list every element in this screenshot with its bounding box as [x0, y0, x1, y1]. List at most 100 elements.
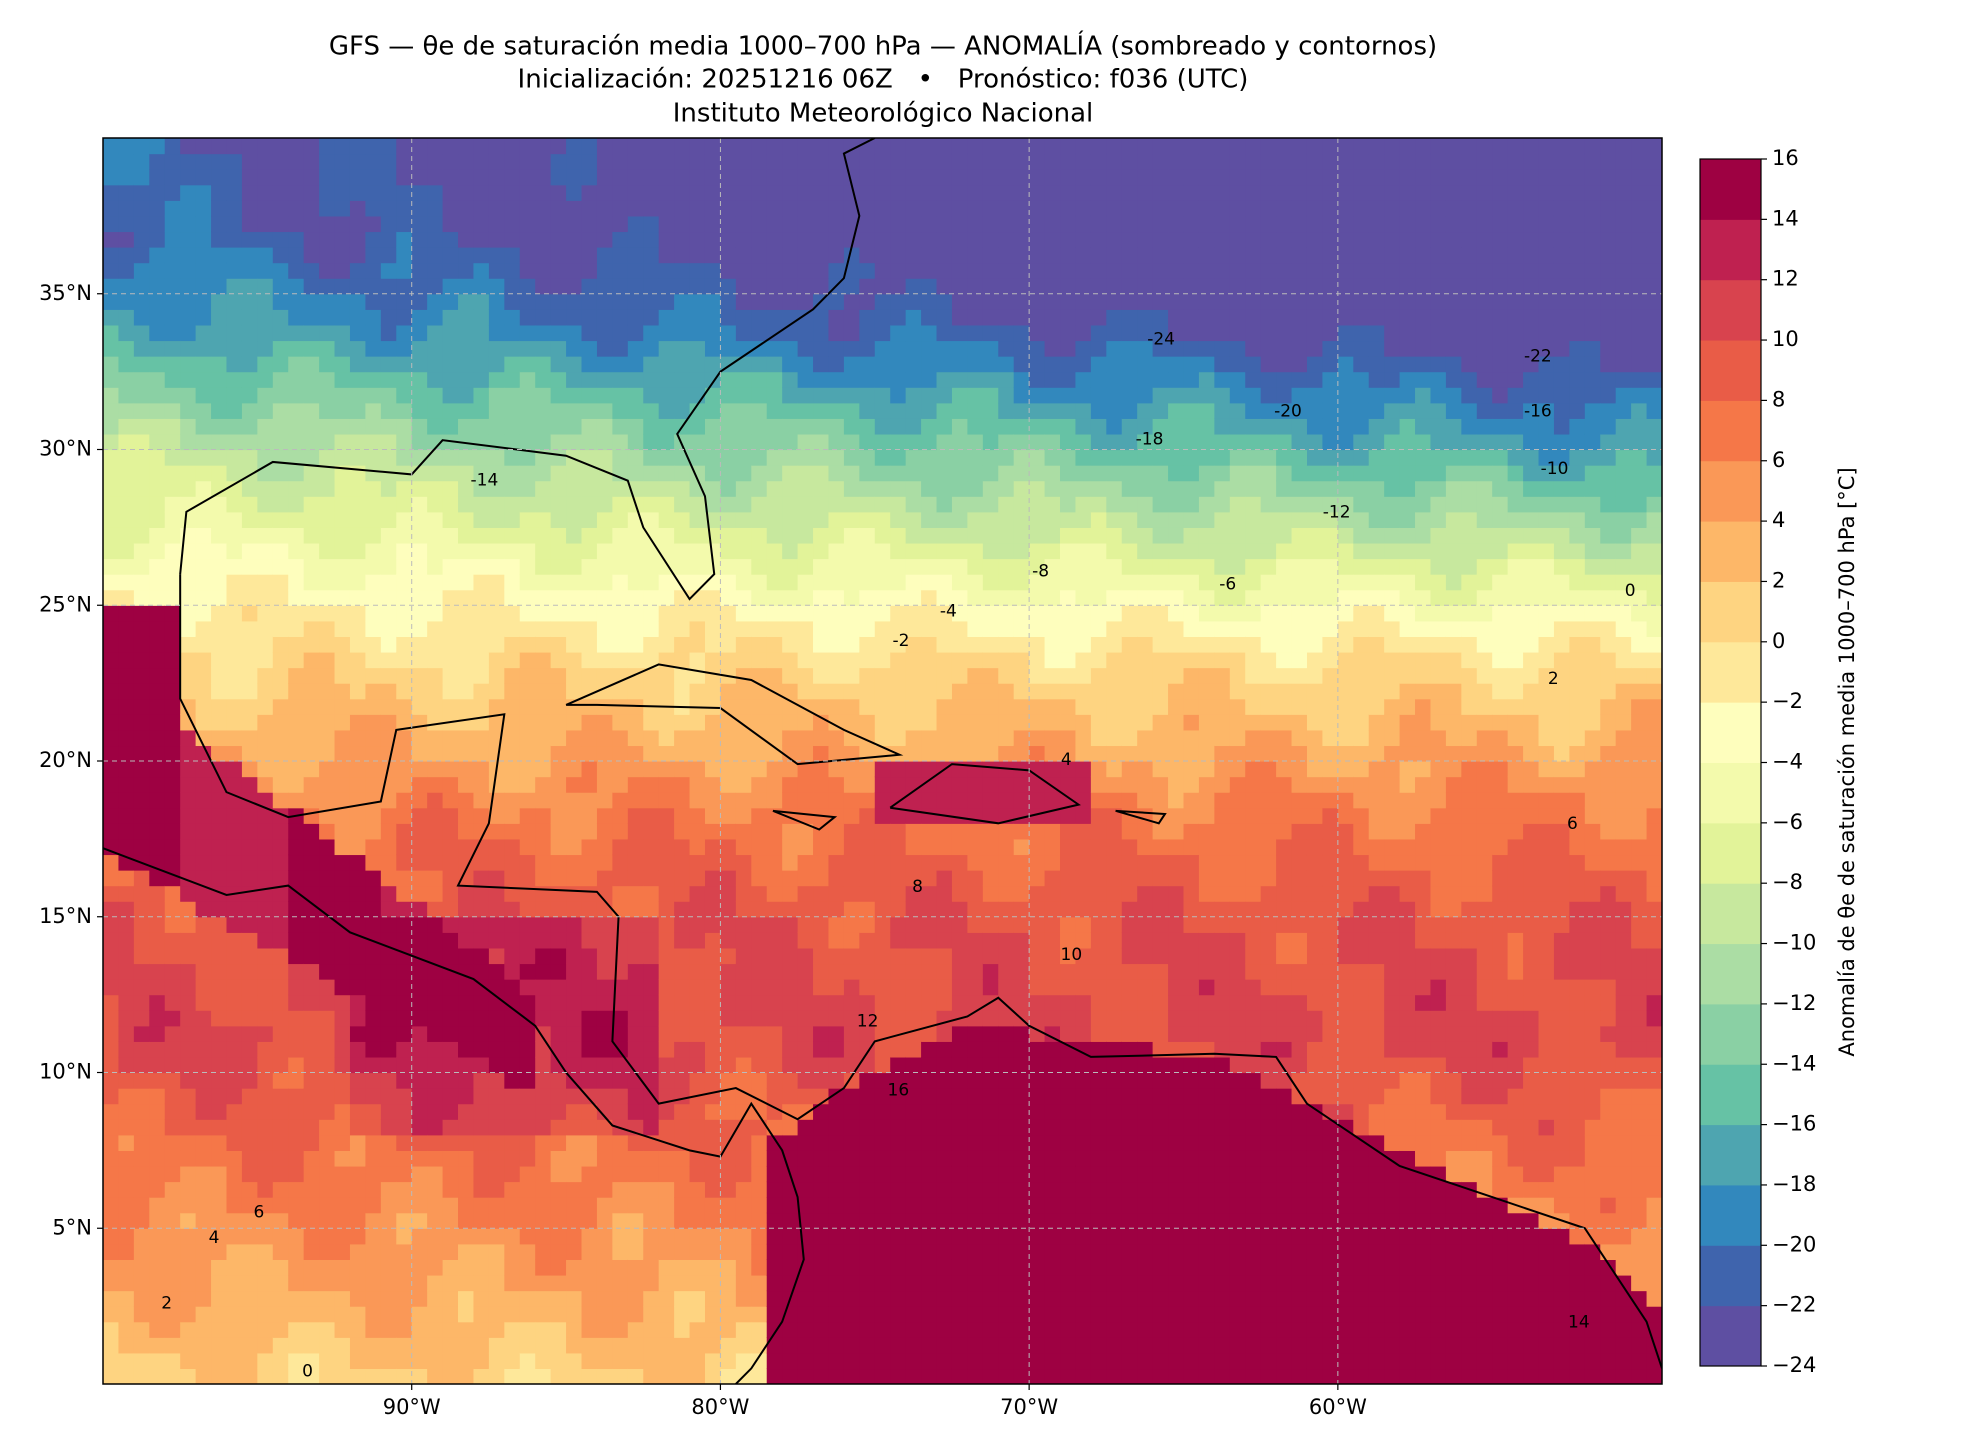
shade-cell [288, 776, 305, 793]
shade-cell [967, 1150, 984, 1167]
shade-cell [921, 1197, 938, 1214]
shade-cell [674, 947, 691, 965]
shade-cell [349, 1290, 367, 1307]
shade-cell [643, 620, 660, 637]
shade-cell [334, 231, 351, 248]
shade-cell [241, 574, 258, 591]
shade-cell [365, 1243, 382, 1260]
shade-cell [396, 1056, 413, 1074]
shade-cell [288, 449, 305, 466]
shade-cell [458, 947, 475, 965]
shade-cell [581, 901, 598, 918]
shade-cell [458, 885, 475, 902]
shade-cell [164, 1243, 181, 1260]
shade-cell [118, 714, 135, 731]
shade-cell [751, 184, 768, 201]
shade-cell [890, 683, 907, 700]
shade-cell [380, 916, 397, 933]
shade-cell [180, 729, 197, 747]
shade-cell [1060, 1243, 1077, 1260]
shade-cell [164, 854, 181, 871]
shade-cell [720, 854, 737, 871]
shade-cell [334, 1088, 351, 1105]
shade-cell [195, 169, 212, 186]
shade-cell [504, 1321, 521, 1338]
shade-cell [411, 1321, 428, 1338]
shade-cell [473, 651, 490, 669]
shade-cell [1013, 1025, 1030, 1042]
shade-cell [241, 932, 258, 949]
shade-cell [797, 1119, 814, 1136]
shade-cell [411, 231, 428, 248]
shade-cell [921, 418, 938, 435]
shade-cell [349, 1041, 367, 1058]
shade-cell [1060, 1274, 1077, 1292]
shade-cell [735, 683, 752, 700]
shade-cell [442, 1056, 459, 1074]
shade-cell [380, 885, 397, 902]
shade-cell [226, 1072, 243, 1089]
shade-cell [643, 1197, 660, 1214]
shade-cell [658, 480, 675, 497]
shade-cell [1013, 309, 1030, 326]
shade-cell [288, 1025, 305, 1042]
shade-cell [1013, 947, 1030, 965]
shade-cell [288, 293, 305, 310]
shade-cell [843, 511, 860, 528]
shade-cell [334, 184, 351, 201]
shade-cell [380, 1041, 397, 1058]
shade-cell [689, 1337, 706, 1354]
shade-cell [874, 1181, 891, 1198]
shade-cell [951, 729, 968, 747]
shade-cell [998, 231, 1015, 248]
shade-cell [550, 729, 567, 747]
shade-cell [118, 745, 135, 762]
shade-cell [535, 1119, 552, 1136]
shade-cell [566, 947, 583, 965]
shade-cell [612, 558, 629, 575]
shade-cell [427, 838, 444, 856]
shade-cell [458, 636, 475, 653]
shade-cell [211, 916, 228, 933]
shade-cell [488, 667, 505, 684]
shade-cell [303, 683, 320, 700]
shade-cell [164, 340, 181, 357]
shade-cell [704, 885, 722, 902]
shade-cell [905, 1072, 922, 1089]
shade-cell [627, 169, 644, 186]
shade-cell [843, 994, 860, 1011]
shade-cell [504, 1165, 521, 1183]
shade-cell [442, 1041, 459, 1058]
shade-cell [550, 511, 567, 528]
shade-cell [380, 683, 397, 700]
shade-cell [874, 324, 891, 342]
shade-cell [427, 1274, 444, 1292]
shade-cell [133, 1025, 150, 1042]
shade-cell [365, 636, 382, 653]
shade-cell [380, 138, 397, 155]
shade-cell [1044, 932, 1061, 949]
shade-cell [828, 1321, 845, 1338]
shade-cell [704, 356, 722, 373]
shade-cell [334, 527, 351, 544]
shade-cell [535, 1041, 552, 1058]
shade-cell [473, 418, 490, 435]
shade-cell [1060, 1056, 1077, 1074]
shade-cell [149, 247, 166, 264]
shade-cell [751, 1259, 768, 1276]
shade-cell [195, 698, 212, 715]
shade-cell [288, 1321, 305, 1338]
shade-cell [1044, 465, 1061, 482]
shade-cell [226, 1337, 243, 1354]
shade-cell [380, 823, 397, 840]
shade-cell [365, 1321, 382, 1338]
shade-cell [164, 402, 181, 419]
shade-cell [319, 932, 336, 949]
shade-cell [103, 247, 120, 264]
shade-cell [859, 916, 876, 933]
shade-cell [442, 1259, 459, 1276]
shade-cell [859, 309, 876, 326]
shade-cell [782, 729, 799, 747]
shade-cell [319, 1072, 336, 1089]
shade-cell [211, 1150, 228, 1167]
